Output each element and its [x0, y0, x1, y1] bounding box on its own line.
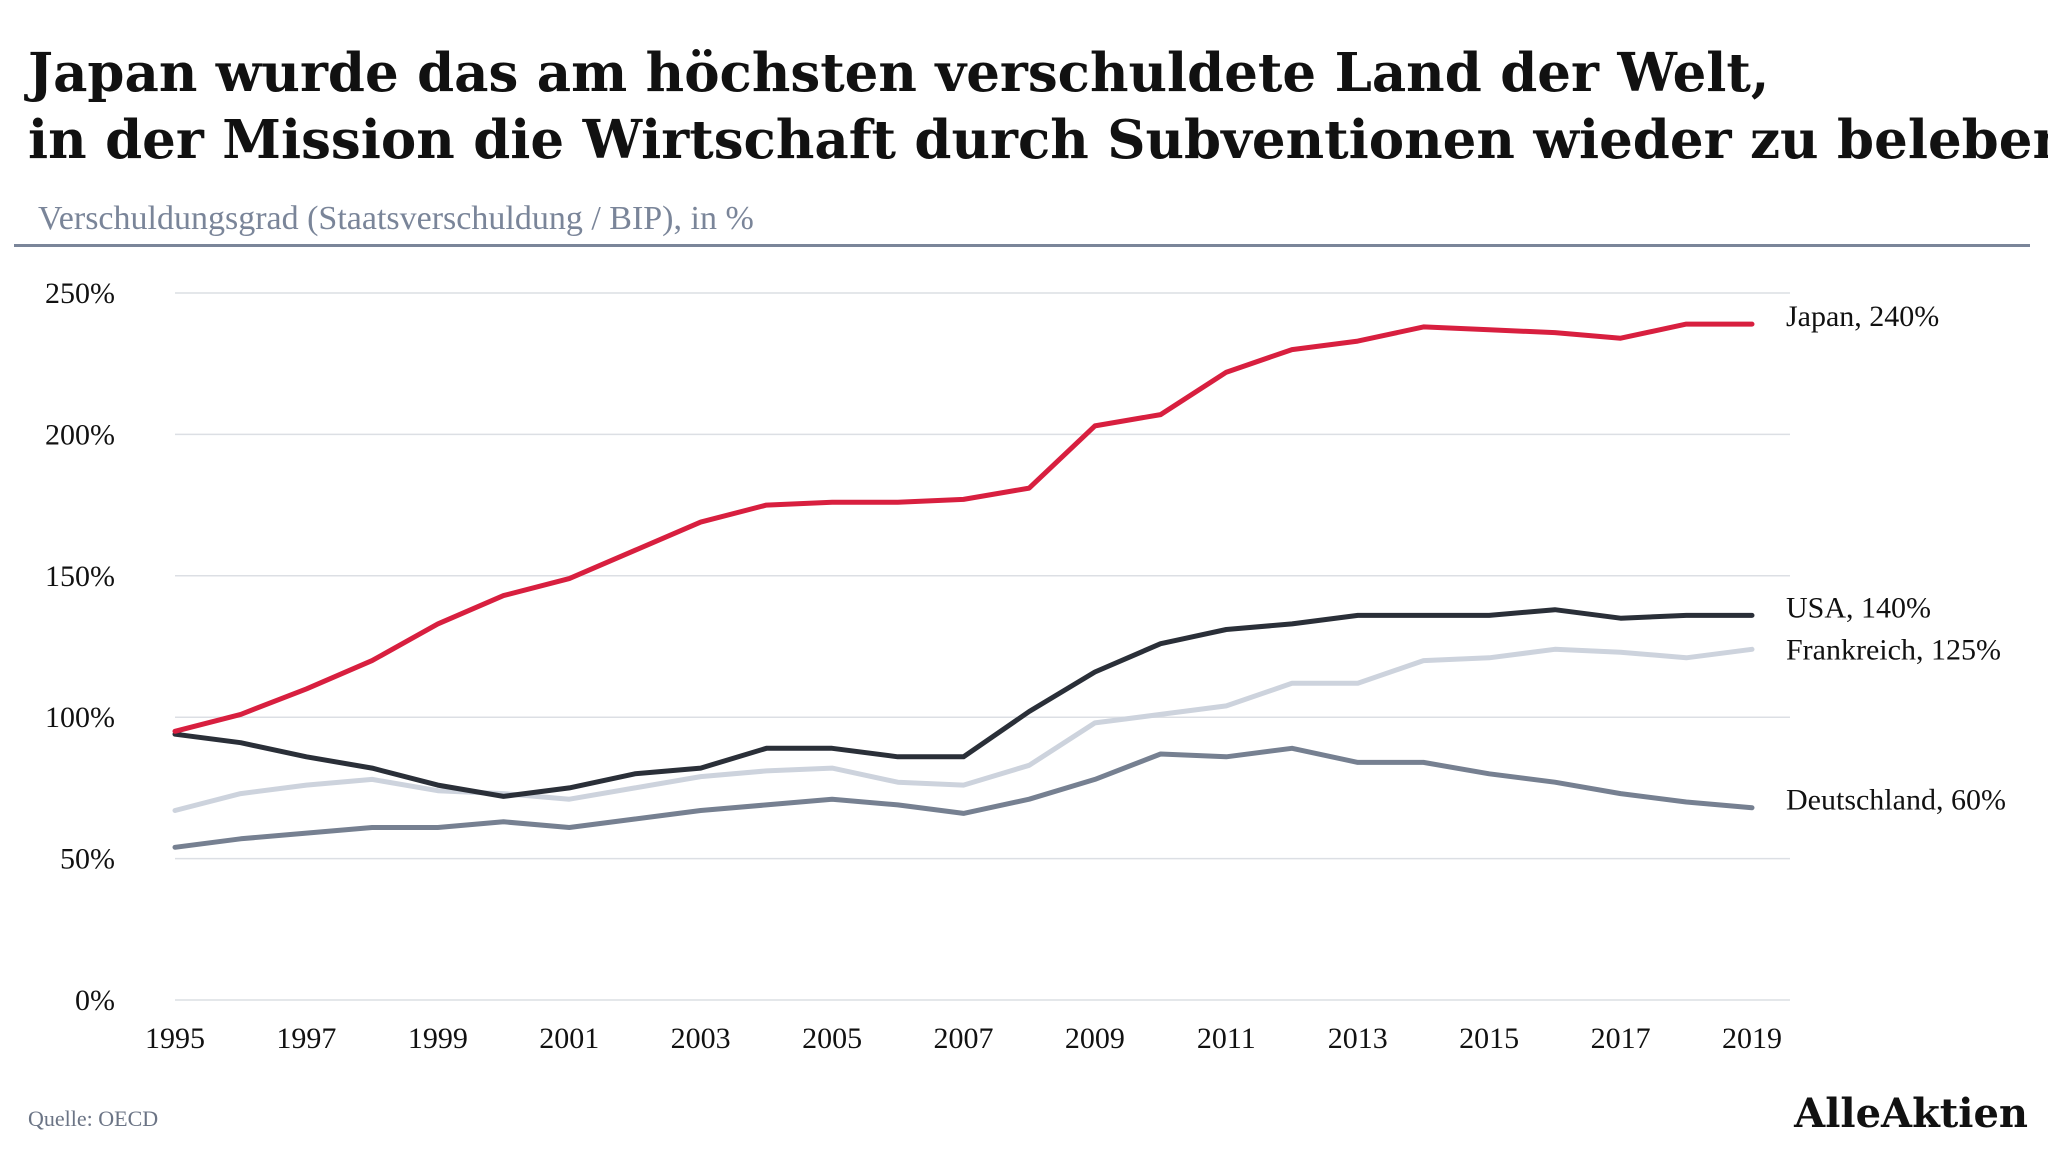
brand-logo: AlleAktien	[1794, 1090, 2028, 1137]
x-tick-label: 2013	[1328, 1022, 1388, 1055]
series-line-frankreich	[172, 646, 1755, 813]
series-line-deutschland	[172, 745, 1755, 850]
series-lines	[172, 321, 1755, 850]
series-line-japan	[172, 321, 1755, 734]
title-line-2: in der Mission die Wirtschaft durch Subv…	[28, 109, 2048, 171]
y-axis: 0% 50% 100% 150% 200% 250%	[45, 277, 115, 1017]
y-tick-label: 150%	[45, 560, 115, 593]
chart-subtitle: Verschuldungsgrad (Staatsverschuldung / …	[38, 200, 754, 237]
end-label-frankreich: Frankreich, 125%	[1786, 633, 2001, 666]
x-axis: 1995 1997 1999 2001 2003 2005 2007 2009 2011 2013…	[145, 1022, 1782, 1055]
x-tick-label: 2007	[934, 1022, 994, 1055]
x-tick-label: 2015	[1459, 1022, 1519, 1055]
x-tick-label: 1995	[145, 1022, 205, 1055]
y-tick-label: 0%	[75, 984, 115, 1017]
source-note: Quelle: OECD	[28, 1106, 159, 1131]
grid-lines	[175, 292, 1790, 1001]
x-tick-label: 2019	[1722, 1022, 1782, 1055]
y-tick-label: 250%	[45, 277, 115, 310]
x-tick-label: 2003	[671, 1022, 731, 1055]
end-label-usa: USA, 140%	[1786, 591, 1931, 624]
end-label-japan: Japan, 240%	[1786, 300, 1939, 333]
end-label-deutschland: Deutschland, 60%	[1786, 784, 2006, 817]
x-tick-label: 1997	[276, 1022, 336, 1055]
x-tick-label: 2009	[1065, 1022, 1125, 1055]
header-divider	[14, 244, 2030, 247]
chart-title: Japan wurde das am höchsten verschuldete…	[28, 40, 2048, 174]
x-tick-label: 2011	[1197, 1022, 1256, 1055]
y-tick-label: 100%	[45, 701, 115, 734]
y-tick-label: 200%	[45, 418, 115, 451]
series-end-labels: Japan, 240% USA, 140% Frankreich, 125% Deut…	[1786, 300, 2006, 817]
y-tick-label: 50%	[60, 843, 115, 876]
x-tick-label: 2017	[1591, 1022, 1651, 1055]
series-line-usa	[172, 607, 1755, 799]
x-tick-label: 2001	[539, 1022, 599, 1055]
x-tick-label: 1999	[408, 1022, 468, 1055]
x-tick-label: 2005	[802, 1022, 862, 1055]
title-line-1: Japan wurde das am höchsten verschuldete…	[28, 42, 1770, 104]
